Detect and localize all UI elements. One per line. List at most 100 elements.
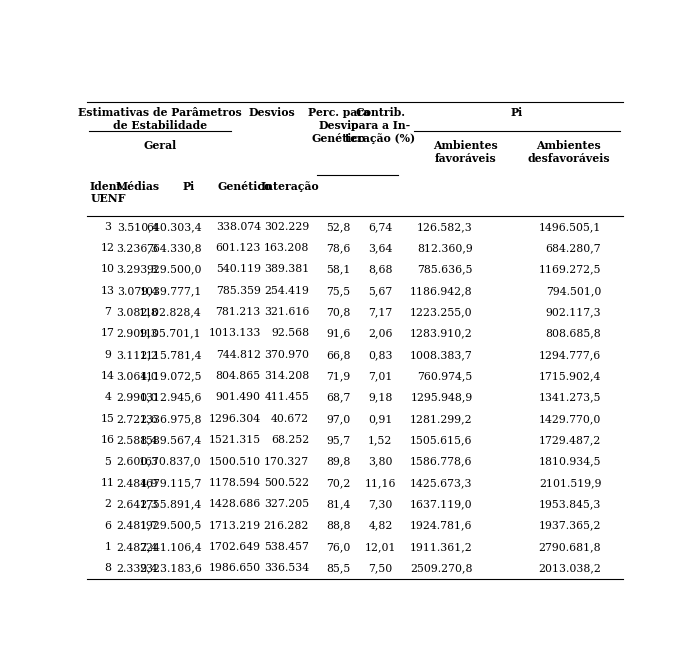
Text: 389.381: 389.381 xyxy=(264,264,309,274)
Text: 12: 12 xyxy=(101,243,115,253)
Text: 2.642,3: 2.642,3 xyxy=(116,500,158,509)
Text: 1295.948,9: 1295.948,9 xyxy=(410,393,473,403)
Text: 8,68: 8,68 xyxy=(368,264,392,274)
Text: Médias: Médias xyxy=(116,181,160,192)
Text: 1729.487,2: 1729.487,2 xyxy=(539,435,601,445)
Text: 1341.273,5: 1341.273,5 xyxy=(539,393,601,403)
Text: 684.280,7: 684.280,7 xyxy=(546,243,601,253)
Text: 1169.272,5: 1169.272,5 xyxy=(539,264,601,274)
Text: 8: 8 xyxy=(104,563,111,573)
Text: 327.205: 327.205 xyxy=(264,500,309,509)
Text: 5,67: 5,67 xyxy=(368,286,392,296)
Text: 2.484,9: 2.484,9 xyxy=(117,478,158,488)
Text: 3,64: 3,64 xyxy=(368,243,392,253)
Text: 1281.299,2: 1281.299,2 xyxy=(410,414,473,424)
Text: 2.481,7: 2.481,7 xyxy=(117,521,158,530)
Text: 1679.115,7: 1679.115,7 xyxy=(139,478,202,488)
Text: 929.500,0: 929.500,0 xyxy=(146,264,202,274)
Text: 6,74: 6,74 xyxy=(368,222,392,232)
Text: 97,0: 97,0 xyxy=(327,414,351,424)
Text: 2509.270,8: 2509.270,8 xyxy=(410,563,473,573)
Text: 744.812: 744.812 xyxy=(216,350,261,360)
Text: 794.501,0: 794.501,0 xyxy=(546,286,601,296)
Text: 7,30: 7,30 xyxy=(368,500,392,509)
Text: 68.252: 68.252 xyxy=(271,435,309,445)
Text: 1428.686: 1428.686 xyxy=(208,500,261,509)
Text: 9: 9 xyxy=(104,350,111,360)
Text: 760.974,5: 760.974,5 xyxy=(417,371,473,381)
Text: 3.112,2: 3.112,2 xyxy=(116,350,158,360)
Text: 1670.837,0: 1670.837,0 xyxy=(139,457,202,467)
Text: 538.457: 538.457 xyxy=(264,542,309,552)
Text: 2790.681,8: 2790.681,8 xyxy=(539,542,601,552)
Text: 764.330,8: 764.330,8 xyxy=(146,243,202,253)
Text: 1186.942,8: 1186.942,8 xyxy=(410,286,473,296)
Text: 3.293,3: 3.293,3 xyxy=(116,264,158,274)
Text: 2.909,3: 2.909,3 xyxy=(117,328,158,339)
Text: 1: 1 xyxy=(104,542,111,552)
Text: 2013.038,2: 2013.038,2 xyxy=(538,563,601,573)
Text: 1500.510: 1500.510 xyxy=(209,457,261,467)
Text: 321.616: 321.616 xyxy=(264,307,309,317)
Text: 13: 13 xyxy=(101,286,115,296)
Text: 170.327: 170.327 xyxy=(264,457,309,467)
Text: 1013.133: 1013.133 xyxy=(208,328,261,339)
Text: 1937.365,2: 1937.365,2 xyxy=(539,521,601,530)
Text: 1102.828,4: 1102.828,4 xyxy=(139,307,202,317)
Text: 1312.945,6: 1312.945,6 xyxy=(139,393,202,403)
Text: 338.074: 338.074 xyxy=(216,222,261,232)
Text: 1039.777,1: 1039.777,1 xyxy=(139,286,202,296)
Text: 1008.383,7: 1008.383,7 xyxy=(410,350,473,360)
Text: Contrib.
para a In-
teração (%): Contrib. para a In- teração (%) xyxy=(345,107,415,144)
Text: 163.208: 163.208 xyxy=(264,243,309,253)
Text: 6: 6 xyxy=(104,521,111,530)
Text: 78,6: 78,6 xyxy=(327,243,351,253)
Text: 785.636,5: 785.636,5 xyxy=(417,264,473,274)
Text: Pi: Pi xyxy=(511,107,523,118)
Text: 1105.701,1: 1105.701,1 xyxy=(139,328,202,339)
Text: 1953.845,3: 1953.845,3 xyxy=(539,500,601,509)
Text: 75,5: 75,5 xyxy=(327,286,351,296)
Text: 66,8: 66,8 xyxy=(327,350,351,360)
Text: 88,8: 88,8 xyxy=(327,521,351,530)
Text: 2.339,4: 2.339,4 xyxy=(117,563,158,573)
Text: 12,01: 12,01 xyxy=(365,542,396,552)
Text: 16: 16 xyxy=(101,435,115,445)
Text: Genético: Genético xyxy=(217,181,272,192)
Text: 1296.304: 1296.304 xyxy=(209,414,261,424)
Text: 314.208: 314.208 xyxy=(264,371,309,381)
Text: 1,52: 1,52 xyxy=(368,435,392,445)
Text: Desvios: Desvios xyxy=(248,107,295,118)
Text: 7: 7 xyxy=(104,307,111,317)
Text: 216.282: 216.282 xyxy=(264,521,309,530)
Text: 1911.361,2: 1911.361,2 xyxy=(410,542,473,552)
Text: 2323.183,6: 2323.183,6 xyxy=(139,563,202,573)
Text: Estimativas de Parâmetros
de Estabilidade: Estimativas de Parâmetros de Estabilidad… xyxy=(78,107,242,130)
Text: 71,9: 71,9 xyxy=(327,371,351,381)
Text: 1119.072,5: 1119.072,5 xyxy=(139,371,202,381)
Text: 3: 3 xyxy=(104,222,111,232)
Text: 0,91: 0,91 xyxy=(368,414,392,424)
Text: 2241.106,4: 2241.106,4 xyxy=(139,542,202,552)
Text: Geral: Geral xyxy=(144,140,177,151)
Text: 58,1: 58,1 xyxy=(327,264,351,274)
Text: 804.865: 804.865 xyxy=(216,371,261,381)
Text: 11: 11 xyxy=(101,478,115,488)
Text: 17: 17 xyxy=(101,328,115,339)
Text: 14: 14 xyxy=(101,371,115,381)
Text: 1810.934,5: 1810.934,5 xyxy=(539,457,601,467)
Text: 302.229: 302.229 xyxy=(264,222,309,232)
Text: 1283.910,2: 1283.910,2 xyxy=(410,328,473,339)
Text: 7,01: 7,01 xyxy=(368,371,392,381)
Text: 1425.673,3: 1425.673,3 xyxy=(410,478,473,488)
Text: 540.119: 540.119 xyxy=(216,264,261,274)
Text: 601.123: 601.123 xyxy=(215,243,261,253)
Text: 1294.777,6: 1294.777,6 xyxy=(539,350,601,360)
Text: 68,7: 68,7 xyxy=(327,393,351,403)
Text: 5: 5 xyxy=(104,457,111,467)
Text: 9,18: 9,18 xyxy=(368,393,392,403)
Text: 500.522: 500.522 xyxy=(264,478,309,488)
Text: 1115.781,4: 1115.781,4 xyxy=(139,350,202,360)
Text: 1336.975,8: 1336.975,8 xyxy=(139,414,202,424)
Text: 2.588,4: 2.588,4 xyxy=(117,435,158,445)
